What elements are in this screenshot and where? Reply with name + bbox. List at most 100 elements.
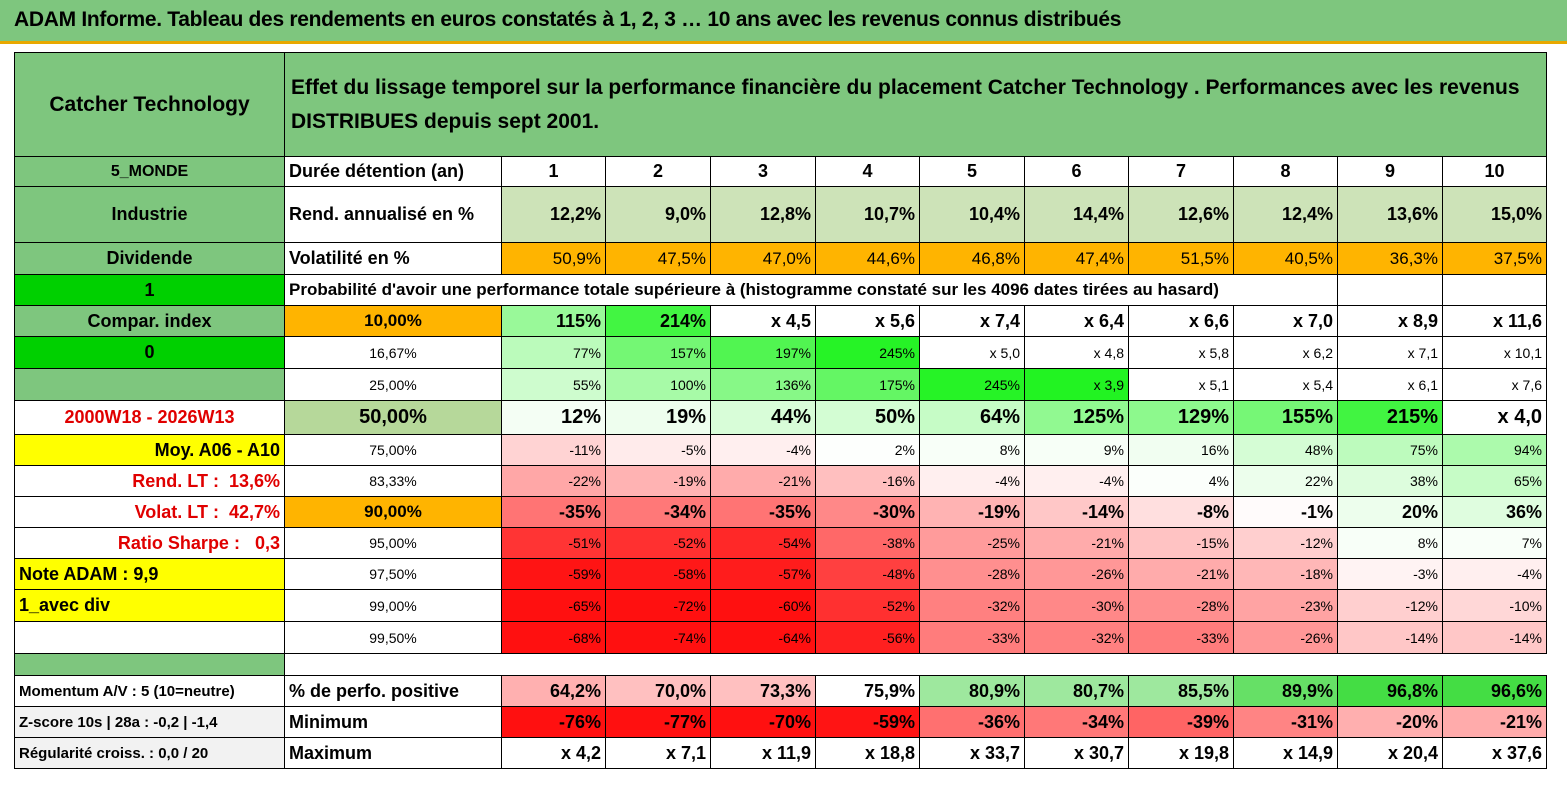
percentile-row: Note ADAM : 9,9 97,50% -59% -58% -57% -48% -28… (14, 558, 1547, 590)
percentile-value: x 4,0 (1442, 400, 1547, 435)
gap-green (14, 653, 285, 676)
maximum-value: x 37,6 (1442, 737, 1547, 769)
percentile-value: -34% (605, 496, 711, 528)
flag-zero: 0 (14, 336, 285, 369)
percentile-value: x 3,9 (1024, 368, 1129, 401)
percentile-value: x 5,4 (1233, 368, 1338, 401)
percentile-value: 157% (605, 336, 711, 369)
positive-value: 85,5% (1128, 675, 1234, 707)
positive-value: 70,0% (605, 675, 711, 707)
percentile-value: -3% (1337, 558, 1443, 590)
year-header: 4 (815, 156, 920, 187)
percentile-value: 214% (605, 305, 711, 337)
percentile-value: -10% (1442, 589, 1547, 622)
volatility-value: 51,5% (1128, 242, 1234, 275)
percentile-value: x 7,0 (1233, 305, 1338, 337)
percentile-value: -57% (710, 558, 816, 590)
percentile-value: -22% (501, 465, 606, 497)
moy-label: Moy. A06 - A10 (14, 434, 285, 466)
return-value: 10,7% (815, 186, 920, 243)
stat-side-label: Régularité croiss. : 0,0 / 20 (14, 737, 285, 769)
volatility-row: Dividende Volatilité en % 50,9% 47,5% 47,0% 4… (14, 242, 1547, 275)
percentile-value: -30% (1024, 589, 1129, 622)
percentile-value: -11% (501, 434, 606, 466)
description-line-2: DISTRIBUES depuis sept 2001. (291, 109, 600, 133)
percentile-value: -14% (1337, 621, 1443, 654)
volatility-value: 47,0% (710, 242, 816, 275)
stats-row-positive: Momentum A/V : 5 (10=neutre)% de perfo. … (14, 675, 1547, 707)
year-header: 1 (501, 156, 606, 187)
percentile-value: 65% (1442, 465, 1547, 497)
percentile-value: x 5,0 (919, 336, 1025, 369)
percentile-value: -28% (919, 558, 1025, 590)
percentile-value: x 6,6 (1128, 305, 1234, 337)
spacer (14, 368, 285, 401)
percentile-value: -32% (1024, 621, 1129, 654)
percentile-label: 99,50% (284, 621, 502, 654)
performance-table: Catcher Technology Effet du lissage tempo… (14, 52, 1547, 769)
return-value: 13,6% (1337, 186, 1443, 243)
durations-label: Durée détention (an) (284, 156, 502, 187)
percentile-value: -21% (710, 465, 816, 497)
return-value: 12,4% (1233, 186, 1338, 243)
maximum-value: x 20,4 (1337, 737, 1443, 769)
flag-one: 1 (14, 274, 285, 306)
percentile-label: 90,00% (284, 496, 502, 528)
percentile-value: x 6,2 (1233, 336, 1338, 369)
percentile-label: 16,67% (284, 336, 502, 369)
year-header: 10 (1442, 156, 1547, 187)
gap (285, 654, 502, 676)
return-value: 12,6% (1128, 186, 1234, 243)
percentile-row: Volat. LT : 42,7% 90,00% -35% -34% -35% -30% -… (14, 496, 1547, 528)
region: 5_MONDE (14, 156, 285, 187)
year-header: 7 (1128, 156, 1234, 187)
percentile-value: -64% (710, 621, 816, 654)
volatility-value: 36,3% (1337, 242, 1443, 275)
stats-row-minimum: Z-score 10s | 28a : -0,2 | -1,4 Minimum -7… (14, 706, 1547, 738)
percentile-value: -74% (605, 621, 711, 654)
percentile-value: -4% (710, 434, 816, 466)
percentile-value: -8% (1128, 496, 1234, 528)
fund-name: Catcher Technology (14, 52, 285, 157)
percentile-value: -72% (605, 589, 711, 622)
percentile-value: -4% (1442, 558, 1547, 590)
percentile-value: x 6,1 (1337, 368, 1443, 401)
gap (1025, 654, 1129, 676)
period: 2000W18 - 2026W13 (14, 400, 285, 435)
percentile-value: 22% (1233, 465, 1338, 497)
maximum-value: x 19,8 (1128, 737, 1234, 769)
return-value: 14,4% (1024, 186, 1129, 243)
minimum-value: -31% (1233, 706, 1338, 738)
positive-value: 89,9% (1233, 675, 1338, 707)
percentile-value: -54% (710, 527, 816, 559)
return-value: 9,0% (605, 186, 711, 243)
percentile-value: x 5,8 (1128, 336, 1234, 369)
percentile-label: 83,33% (284, 465, 502, 497)
percentile-value: 48% (1233, 434, 1338, 466)
percentile-value: 197% (710, 336, 816, 369)
percentile-value: -65% (501, 589, 606, 622)
percentile-value: -21% (1024, 527, 1129, 559)
empty (1442, 274, 1547, 306)
percentile-value: -56% (815, 621, 920, 654)
percentile-value: -1% (1233, 496, 1338, 528)
percentile-row: 0 16,67% 77% 157% 197% 245% x 5,0 x 4,8 x 5,8 x 6… (14, 336, 1547, 369)
percentile-label: 95,00% (284, 527, 502, 559)
title-bar: ADAM Informe. Tableau des rendements en … (0, 0, 1567, 44)
percentile-value: x 5,6 (815, 305, 920, 337)
percentile-label: 97,50% (284, 558, 502, 590)
minimum-label: Minimum (284, 706, 502, 738)
year-header: 6 (1024, 156, 1129, 187)
description-line-1: Effet du lissage temporel sur la perform… (291, 75, 1520, 99)
percentile-value: 50% (815, 400, 920, 435)
maximum-value: x 30,7 (1024, 737, 1129, 769)
maximum-value: x 14,9 (1233, 737, 1338, 769)
percentile-row: 25,00% 55% 100% 136% 175% 245% x 3,9 x 5,1 x 5,4… (14, 368, 1547, 401)
percentile-row: Moy. A06 - A10 75,00% -11% -5% -4% 2% 8% 9% 16% 4… (14, 434, 1547, 466)
return-value: 10,4% (919, 186, 1025, 243)
maximum-value: x 11,9 (710, 737, 816, 769)
percentile-value: -26% (1024, 558, 1129, 590)
volatility-value: 46,8% (919, 242, 1025, 275)
percentile-value: 19% (605, 400, 711, 435)
year-header: 8 (1233, 156, 1338, 187)
